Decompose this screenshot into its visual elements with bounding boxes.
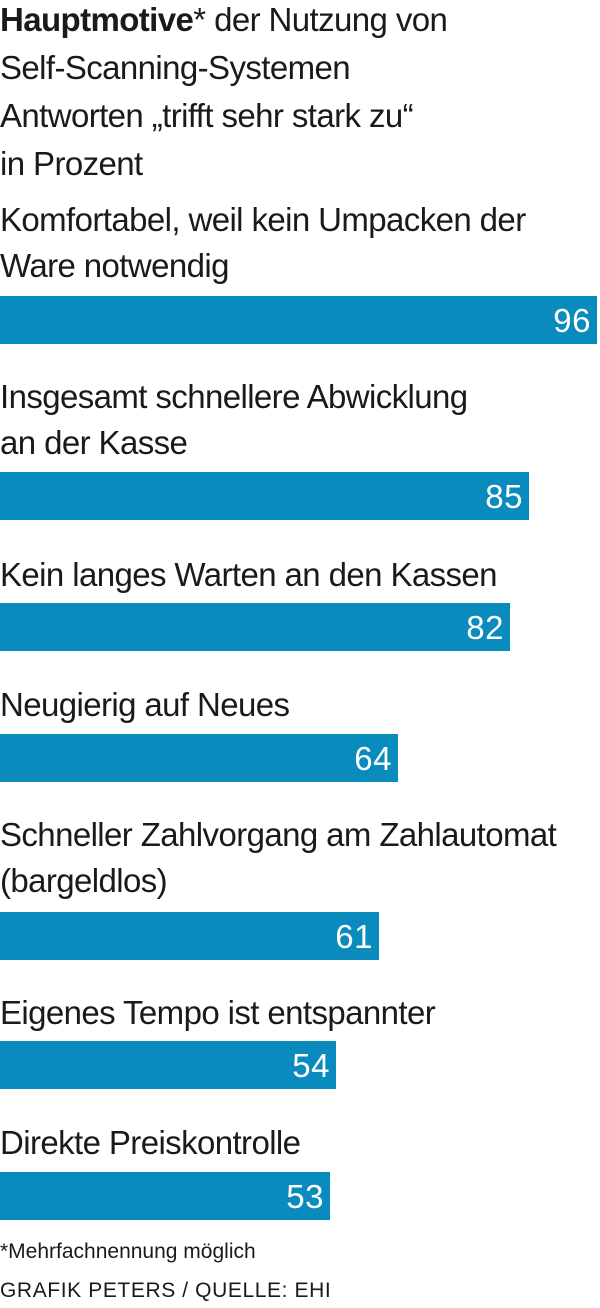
- chart-title: Hauptmotive* der Nutzung von Self-Scanni…: [0, 0, 448, 188]
- title-bold: Hauptmotive: [0, 1, 194, 38]
- category-label-line: Direkte Preiskontrolle: [0, 1124, 301, 1161]
- bar: 96: [0, 296, 597, 344]
- bar: 82: [0, 603, 510, 651]
- bar: 53: [0, 1172, 330, 1220]
- category-label-line: (bargeldlos): [0, 862, 168, 899]
- subtitle-line-4: in Prozent: [0, 145, 143, 182]
- bar-value-label: 82: [466, 609, 504, 646]
- bar: 64: [0, 734, 398, 782]
- title-rest: * der Nutzung von: [193, 1, 448, 38]
- category-label-line: Insgesamt schnellere Abwicklung: [0, 378, 468, 415]
- category-label: Komfortabel, weil kein Umpacken der Ware …: [0, 197, 526, 289]
- bar: 54: [0, 1041, 336, 1089]
- category-label-line: Schneller Zahlvorgang am Zahlautomat: [0, 816, 557, 853]
- bar-value-label: 96: [553, 302, 591, 339]
- bar-value-label: 85: [485, 478, 523, 515]
- subtitle-line-2: Self-Scanning-Systemen: [0, 49, 351, 86]
- category-label-line: Neugierig auf Neues: [0, 686, 290, 723]
- bar-value-label: 61: [335, 918, 373, 955]
- bar-value-label: 64: [354, 740, 392, 777]
- category-label-line: an der Kasse: [0, 424, 188, 461]
- category-label-line: Komfortabel, weil kein Umpacken der: [0, 201, 526, 238]
- bar-value-label: 54: [292, 1047, 330, 1084]
- subtitle-line-3: Antworten „trifft sehr stark zu“: [0, 97, 414, 134]
- category-label: Neugierig auf Neues: [0, 682, 290, 728]
- category-label-line: Kein langes Warten an den Kassen: [0, 556, 498, 593]
- category-label-line: Ware notwendig: [0, 247, 229, 284]
- category-label: Eigenes Tempo ist entspannter: [0, 990, 436, 1036]
- footnote: *Mehrfachnennung möglich: [0, 1240, 256, 1263]
- category-label-line: Eigenes Tempo ist entspannter: [0, 994, 436, 1031]
- category-label: Insgesamt schnellere Abwicklung an der Ka…: [0, 374, 468, 466]
- category-label: Direkte Preiskontrolle: [0, 1120, 301, 1166]
- bar-value-label: 53: [286, 1178, 324, 1215]
- category-label: Schneller Zahlvorgang am Zahlautomat (bar…: [0, 812, 557, 904]
- source-credit: GRAFIK PETERS / QUELLE: EHI: [0, 1279, 332, 1302]
- category-label: Kein langes Warten an den Kassen: [0, 552, 498, 598]
- title-line-1: Hauptmotive* der Nutzung von: [0, 0, 448, 44]
- bar: 85: [0, 472, 529, 520]
- bar: 61: [0, 912, 379, 960]
